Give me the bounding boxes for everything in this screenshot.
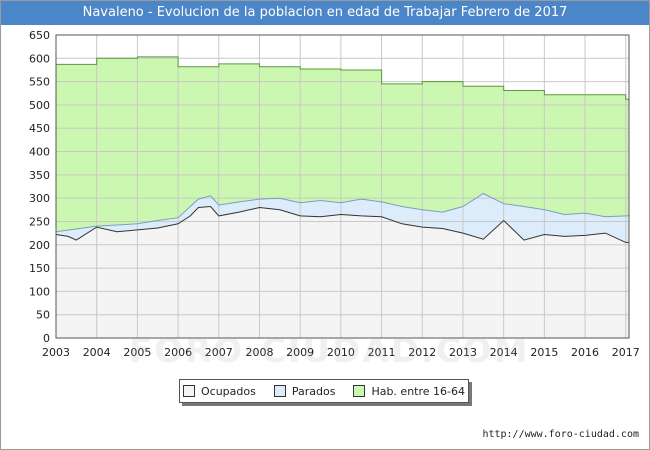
- line-parados: [55, 192, 629, 233]
- x-tick-label-2008: 2008: [245, 346, 273, 359]
- footer-url: http://www.foro-ciudad.com: [482, 429, 639, 440]
- legend-swatch-parados: [273, 385, 286, 397]
- x-tick-label-2006: 2006: [164, 346, 192, 359]
- y-tick-label-50: 50: [36, 309, 50, 322]
- area-ocupados: [56, 206, 629, 338]
- y-tick-label-0: 0: [43, 332, 50, 345]
- plot-border: [55, 34, 630, 339]
- legend-label-parados: Parados: [291, 384, 336, 398]
- x-tick-label-2015: 2015: [530, 346, 558, 359]
- legend-item-parados: Parados: [273, 384, 336, 398]
- y-tick-label-350: 350: [29, 169, 50, 182]
- legend-item-ocupados: Ocupados: [182, 384, 256, 398]
- x-tick-label-2010: 2010: [327, 346, 355, 359]
- legend-swatch-hab: [353, 385, 366, 397]
- y-tick-label-450: 450: [29, 122, 50, 135]
- legend-swatch-ocupados: [182, 385, 195, 397]
- chart-title: Navaleno - Evolucion de la poblacion en …: [1, 1, 649, 25]
- x-tick-label-2005: 2005: [123, 346, 151, 359]
- line-ocupados: [55, 205, 629, 243]
- x-tick-label-2012: 2012: [408, 346, 436, 359]
- x-tick-label-2003: 2003: [42, 346, 70, 359]
- x-tick-label-2009: 2009: [286, 346, 314, 359]
- line-hab-16-64: [56, 56, 629, 100]
- legend-item-hab: Hab. entre 16-64: [353, 385, 465, 398]
- y-tick-label-150: 150: [29, 262, 50, 275]
- x-tick-label-2014: 2014: [490, 346, 518, 359]
- y-tick-label-650: 650: [29, 29, 50, 42]
- y-tick-label-100: 100: [29, 285, 50, 298]
- legend-label-ocupados: Ocupados: [200, 384, 256, 398]
- y-tick-label-300: 300: [29, 192, 50, 205]
- y-tick-label-250: 250: [29, 215, 50, 228]
- x-tick-label-2017: 2017: [612, 346, 640, 359]
- x-tick-label-2016: 2016: [571, 346, 599, 359]
- y-tick-label-200: 200: [29, 239, 50, 252]
- y-tick-label-400: 400: [29, 146, 50, 159]
- y-tick-label-550: 550: [29, 76, 50, 89]
- x-tick-label-2011: 2011: [368, 346, 396, 359]
- legend: Ocupados Parados Hab. entre 16-64: [179, 379, 469, 403]
- y-tick-label-600: 600: [29, 52, 50, 65]
- x-tick-label-2013: 2013: [449, 346, 477, 359]
- legend-label-hab: Hab. entre 16-64: [371, 384, 465, 398]
- watermark: FORO-CIUDAD.COM: [129, 331, 530, 371]
- y-tick-label-500: 500: [29, 99, 50, 112]
- x-tick-label-2004: 2004: [83, 346, 111, 359]
- x-tick-label-2007: 2007: [205, 346, 233, 359]
